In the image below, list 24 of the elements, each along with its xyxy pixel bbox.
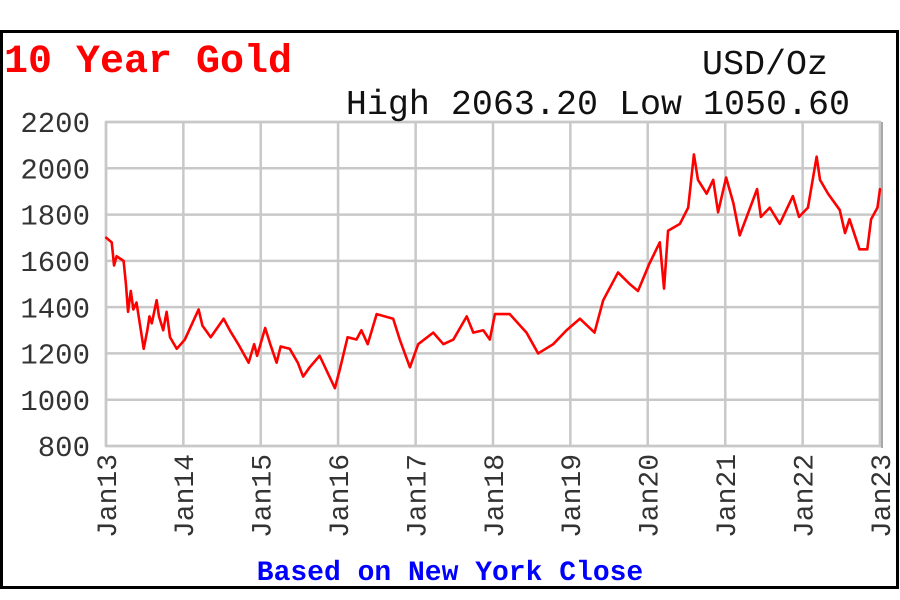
text: Based on New York Close [256, 558, 644, 589]
y-tick-label: 1600 [20, 247, 90, 280]
x-tick-label: Jan13 [94, 454, 125, 538]
x-tick-label: Jan19 [558, 454, 590, 538]
y-tick-label: 1400 [20, 293, 90, 326]
line-series [104, 153, 882, 390]
x-tick-label: Jan16 [326, 454, 357, 538]
x-tick-label: Jan17 [403, 454, 434, 538]
x-tick-label: Jan15 [248, 454, 280, 538]
y-axis-title: USD/Oz [702, 45, 828, 85]
y-tick-label: 1000 [20, 386, 90, 419]
chart-subtitle: High 2063.20 Low 1050.60 [346, 85, 850, 125]
x-tick-label: Jan21 [713, 454, 744, 538]
x-tick-label: Jan20 [636, 454, 667, 538]
y-tick-label: 1200 [20, 340, 90, 373]
y-tick-label: 800 [38, 432, 90, 466]
x-tick-label: Jan14 [171, 454, 202, 538]
y-tick-label: 1800 [20, 200, 90, 234]
x-tick-label: Jan22 [790, 454, 822, 538]
chart-title: 10 Year Gold [4, 40, 292, 85]
y-tick-label: 2000 [20, 154, 90, 188]
x-tick-label: Jan23 [868, 454, 899, 538]
y-tick-label: 2200 [20, 108, 90, 142]
x-tick-label: Jan18 [480, 454, 512, 538]
